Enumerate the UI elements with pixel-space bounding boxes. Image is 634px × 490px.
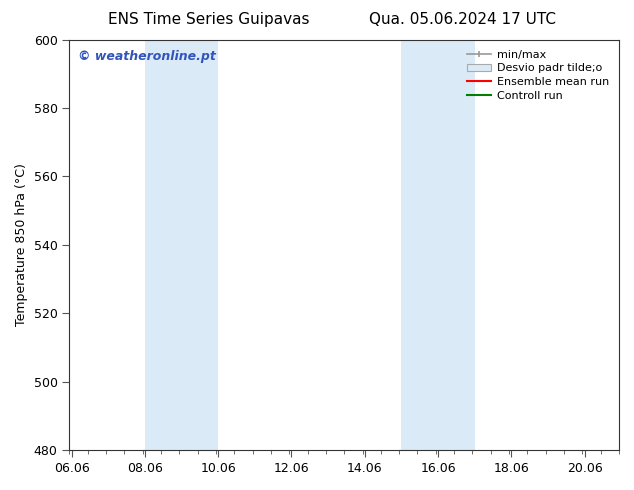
Text: © weatheronline.pt: © weatheronline.pt — [77, 50, 216, 63]
Bar — [145, 40, 218, 450]
Text: ENS Time Series Guipavas: ENS Time Series Guipavas — [108, 12, 310, 27]
Legend: min/max, Desvio padr tilde;o, Ensemble mean run, Controll run: min/max, Desvio padr tilde;o, Ensemble m… — [462, 45, 614, 106]
Bar — [401, 40, 475, 450]
Y-axis label: Temperature 850 hPa (°C): Temperature 850 hPa (°C) — [15, 164, 28, 326]
Text: Qua. 05.06.2024 17 UTC: Qua. 05.06.2024 17 UTC — [370, 12, 556, 27]
